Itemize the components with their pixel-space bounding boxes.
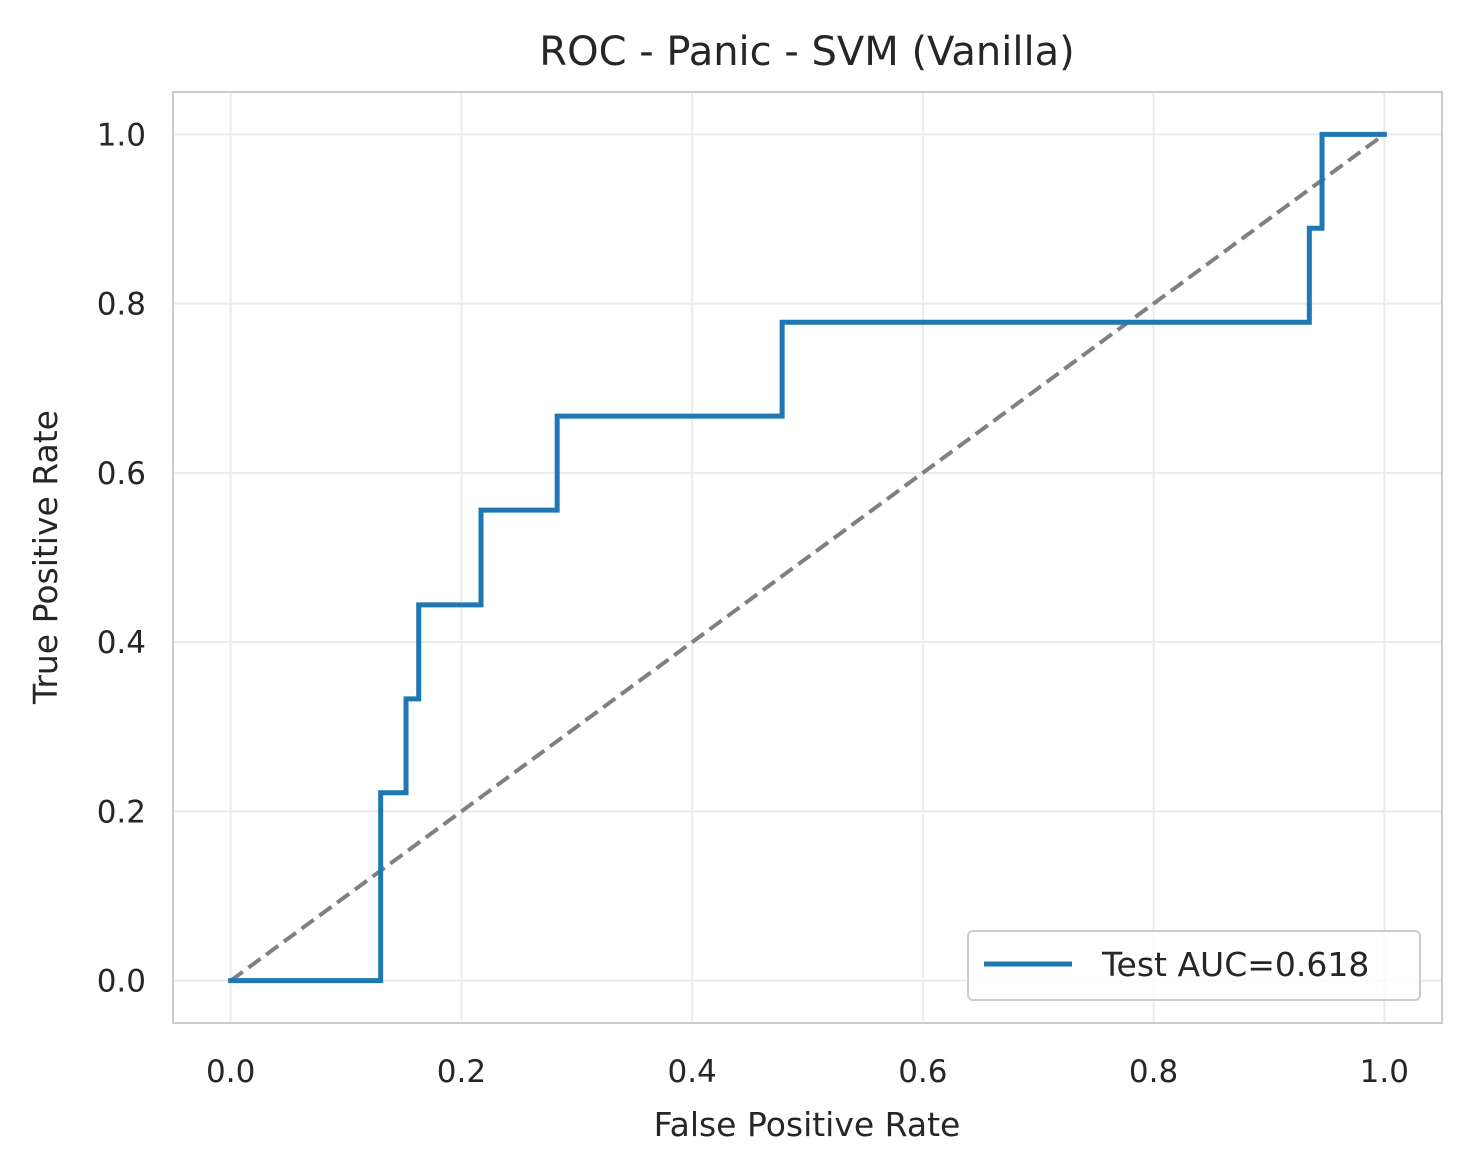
legend: Test AUC=0.618 [967, 930, 1421, 1001]
x-tick-labels: 0.0 0.2 0.4 0.6 0.8 1.0 [206, 1054, 1409, 1090]
y-tick-label: 0.8 [97, 287, 146, 323]
x-tick-label: 0.6 [898, 1054, 947, 1090]
y-tick-label: 0.4 [97, 625, 146, 661]
x-tick-label: 0.4 [667, 1054, 716, 1090]
chart-title: ROC - Panic - SVM (Vanilla) [539, 29, 1074, 75]
y-axis-label: True Positive Rate [26, 410, 65, 705]
y-tick-labels: 0.0 0.2 0.4 0.6 0.8 1.0 [97, 117, 146, 999]
x-tick-label: 0.8 [1129, 1054, 1178, 1090]
legend-box [967, 930, 1421, 1001]
y-tick-label: 1.0 [97, 117, 146, 153]
grid [173, 92, 1442, 1023]
x-tick-label: 0.0 [206, 1054, 255, 1090]
plot-frame [172, 91, 1443, 1024]
x-tick-label: 1.0 [1360, 1054, 1409, 1090]
x-axis-label: False Positive Rate [654, 1105, 961, 1144]
y-tick-label: 0.0 [97, 964, 146, 1000]
chance-diagonal-line [229, 132, 1386, 983]
plot-lines [228, 131, 1387, 984]
x-tick-label: 0.2 [437, 1054, 486, 1090]
y-tick-label: 0.2 [97, 794, 146, 830]
legend-label: Test AUC=0.618 [1101, 945, 1369, 984]
roc-curve-line [228, 131, 1387, 984]
y-tick-label: 0.6 [97, 456, 146, 492]
